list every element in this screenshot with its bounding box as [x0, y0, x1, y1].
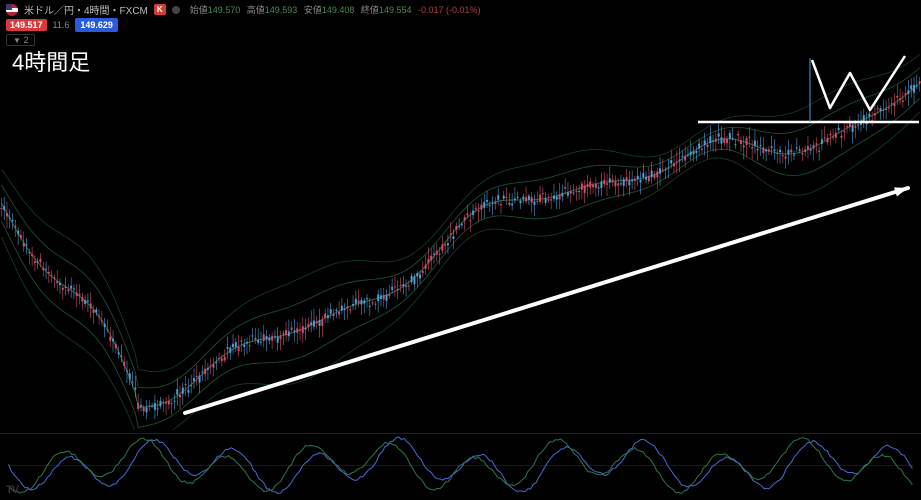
dot-icon — [172, 6, 180, 14]
spread-value: 11.6 — [53, 20, 70, 30]
bid-badge[interactable]: 149.517 — [6, 19, 47, 31]
chart-header: 米ドル／円・4時間・FXCM K 始値149.570 高値149.593 安値1… — [6, 2, 481, 17]
bollinger-band-3 — [1, 98, 919, 427]
w-pattern-annotation — [812, 56, 905, 110]
symbol-text[interactable]: 米ドル／円・4時間・FXCM — [24, 2, 148, 17]
price-row: 149.517 11.6 149.629 — [6, 18, 118, 32]
ohlc-readout: 始値149.570 高値149.593 安値149.408 終値149.554 … — [186, 3, 481, 16]
bollinger-band-4 — [1, 112, 919, 430]
timeframe-title: 4時間足 — [12, 45, 90, 77]
trend-arrow — [185, 187, 908, 413]
ask-badge[interactable]: 149.629 — [75, 18, 118, 32]
candles-group — [0, 75, 920, 420]
flag-icon — [6, 4, 18, 16]
tv-watermark: TV — [6, 484, 18, 496]
k-icon: K — [154, 4, 166, 15]
oscillator-pane[interactable] — [0, 433, 921, 497]
candlestick-chart[interactable] — [0, 18, 921, 430]
